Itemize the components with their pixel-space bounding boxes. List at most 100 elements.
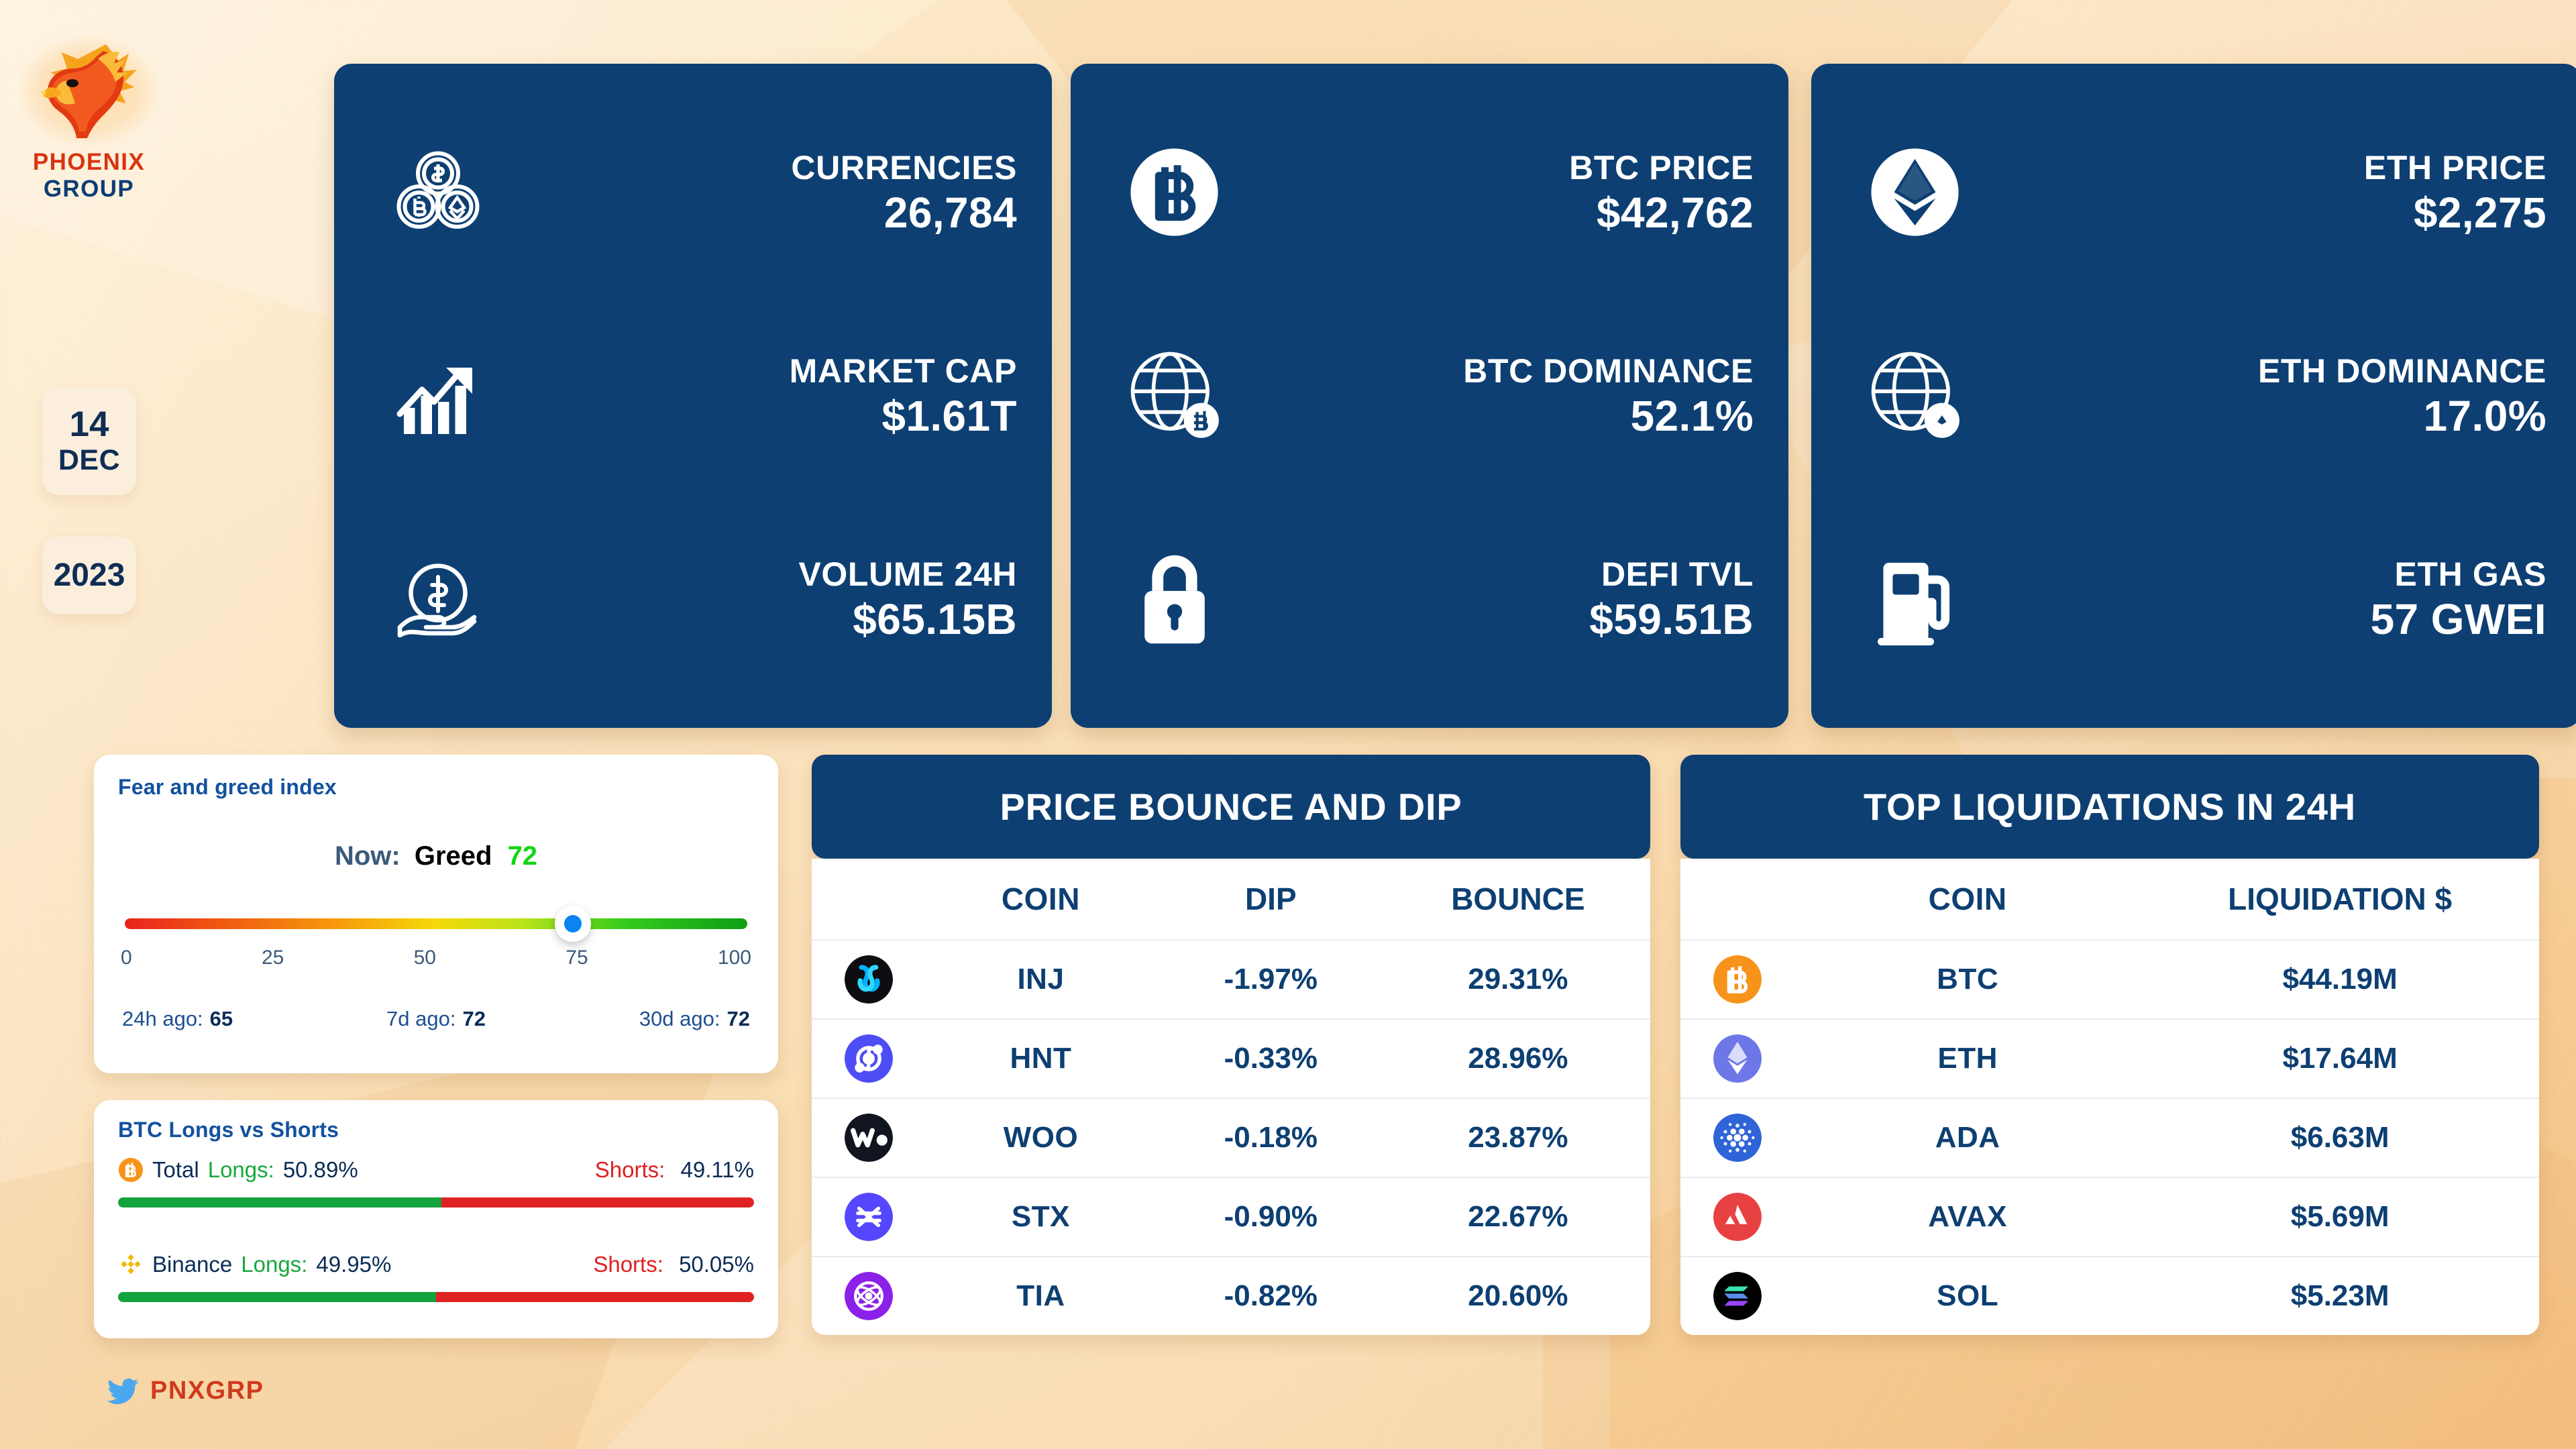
bitcoin-card: BTC PRICE $42,762 BTC DOMINANCE 52.1%	[1071, 64, 1788, 728]
table-row[interactable]: ADA $6.63M	[1680, 1097, 2539, 1177]
stat-row-eth-gas: ETH GAS 57 GWEI	[1839, 508, 2546, 690]
table-row[interactable]: ETH $17.64M	[1680, 1018, 2539, 1097]
woo-icon	[845, 1114, 893, 1162]
ethereum-icon	[1839, 140, 1990, 244]
lock-icon	[1099, 547, 1250, 651]
ethereum-coin-icon	[1713, 1034, 1762, 1083]
table-row[interactable]: HNT -0.33% 28.96%	[812, 1018, 1650, 1097]
liquidation-amount: $44.19M	[2282, 963, 2398, 996]
twitter-handle[interactable]: PNXGRP	[107, 1377, 264, 1405]
fear-greed-history: 24h ago: 65 7d ago: 72 30d ago: 72	[118, 1007, 754, 1031]
shorts-bar-segment	[441, 1197, 754, 1208]
table-title: PRICE BOUNCE AND DIP	[1000, 786, 1462, 828]
fear-greed-level: Greed	[414, 841, 492, 871]
stat-value: $59.51B	[1589, 595, 1754, 644]
fear-greed-tick: 0	[121, 947, 132, 969]
longs-shorts-bar	[118, 1292, 754, 1302]
avalanche-icon	[1713, 1193, 1762, 1241]
liquidation-amount: $17.64M	[2282, 1042, 2398, 1075]
dip-value: -0.18%	[1224, 1121, 1318, 1154]
date-day: 14	[69, 405, 109, 444]
injective-icon	[845, 955, 893, 1004]
coin-symbol: WOO	[1003, 1121, 1079, 1154]
fear-greed-now: Now: Greed 72	[118, 841, 754, 871]
globe-ethereum-icon	[1839, 343, 1990, 447]
stat-row-defi-tvl: DEFI TVL $59.51B	[1099, 508, 1754, 690]
date-badge-year: 2023	[42, 537, 136, 614]
stat-row-btc-dominance: BTC DOMINANCE 52.1%	[1099, 305, 1754, 486]
stat-row-eth-price: ETH PRICE $2,275	[1839, 102, 2546, 283]
column-header-coin: COIN	[1001, 881, 1080, 916]
table-row[interactable]: AVAX $5.69M	[1680, 1177, 2539, 1256]
global-market-card: CURRENCIES 26,784 MARKET CAP $1.61T	[334, 64, 1052, 728]
table-title-bar: PRICE BOUNCE AND DIP	[812, 755, 1650, 859]
fear-greed-tick: 50	[413, 947, 436, 969]
twitter-handle-text: PNXGRP	[150, 1377, 264, 1405]
coin-symbol: BTC	[1937, 963, 1999, 996]
longs-bar-segment	[118, 1197, 442, 1208]
fear-greed-slider-thumb[interactable]	[555, 906, 592, 942]
bounce-value: 22.67%	[1468, 1200, 1568, 1233]
stat-value: 17.0%	[2423, 391, 2546, 440]
binance-icon	[121, 1254, 141, 1275]
bounce-value: 23.87%	[1468, 1121, 1568, 1154]
stat-row-btc-price: BTC PRICE $42,762	[1099, 102, 1754, 283]
table-row[interactable]: STX -0.90% 22.67%	[812, 1177, 1650, 1256]
stat-label: ETH GAS	[2394, 555, 2546, 594]
longs-shorts-row-binance: Binance Longs: 49.95% Shorts: 50.05%	[118, 1252, 754, 1302]
column-header-dip: DIP	[1244, 881, 1297, 916]
brand-name-line2: GROUP	[43, 176, 135, 202]
table-row[interactable]: TIA -0.82% 20.60%	[812, 1256, 1650, 1335]
longs-label: Longs:	[207, 1157, 274, 1182]
stat-label: ETH DOMINANCE	[2257, 352, 2546, 390]
growth-chart-icon	[362, 345, 513, 446]
table-row[interactable]: INJ -1.97% 29.31%	[812, 939, 1650, 1018]
hand-dollar-icon	[362, 549, 513, 649]
fear-greed-slider-track[interactable]	[125, 906, 747, 942]
coins-stack-icon	[362, 142, 513, 243]
stat-value: $65.15B	[853, 595, 1017, 644]
bounce-value: 29.31%	[1468, 963, 1568, 996]
column-header-liquidation: LIQUIDATION $	[2228, 881, 2453, 916]
coin-symbol: TIA	[1016, 1279, 1065, 1312]
date-month: DEC	[58, 444, 121, 476]
column-header-bounce: BOUNCE	[1451, 881, 1585, 916]
coin-symbol: AVAX	[1928, 1200, 2007, 1233]
stat-row-currencies: CURRENCIES 26,784	[362, 102, 1017, 283]
table-row[interactable]: BTC $44.19M	[1680, 939, 2539, 1018]
table-row[interactable]: SOL $5.23M	[1680, 1256, 2539, 1335]
date-badge-day-month: 14 DEC	[42, 388, 136, 495]
bitcoin-coin-icon	[1713, 955, 1762, 1004]
stat-value: 26,784	[883, 188, 1017, 237]
fear-greed-panel: Fear and greed index Now: Greed 72 0 25 …	[94, 755, 778, 1073]
longs-value: 50.89%	[282, 1157, 358, 1182]
solana-icon	[1713, 1272, 1762, 1320]
longs-shorts-bar	[118, 1197, 754, 1208]
stat-label: BTC DOMINANCE	[1463, 352, 1754, 390]
twitter-bird-icon	[107, 1378, 138, 1404]
price-bounce-dip-table: PRICE BOUNCE AND DIP COIN DIP BOUNCE INJ…	[812, 755, 1650, 1335]
stat-row-volume: VOLUME 24H $65.15B	[362, 508, 1017, 690]
shorts-label: Shorts:	[594, 1157, 665, 1182]
bounce-value: 28.96%	[1468, 1042, 1568, 1075]
table-row[interactable]: WOO -0.18% 23.87%	[812, 1097, 1650, 1177]
dip-value: -0.82%	[1224, 1279, 1318, 1312]
ethereum-card: ETH PRICE $2,275 ETH DOMINANCE 17.0%	[1811, 64, 2576, 728]
longs-shorts-source: Total	[152, 1157, 199, 1182]
fear-greed-tick: 25	[261, 947, 284, 969]
date-year: 2023	[53, 557, 125, 593]
column-header-coin: COIN	[1928, 881, 2007, 916]
shorts-value: 50.05%	[679, 1252, 754, 1277]
dip-value: -1.97%	[1224, 963, 1318, 996]
coin-symbol: ETH	[1937, 1042, 1998, 1075]
fear-greed-now-label: Now:	[334, 841, 400, 871]
liquidation-amount: $5.23M	[2290, 1279, 2390, 1312]
stat-label: DEFI TVL	[1601, 555, 1754, 594]
longs-bar-segment	[118, 1292, 436, 1302]
shorts-bar-segment	[435, 1292, 754, 1302]
fear-greed-ticks: 0 25 50 75 100	[121, 947, 751, 969]
stat-label: VOLUME 24H	[798, 555, 1017, 594]
brand-rail: PHOENIX GROUP 14 DEC 2023	[0, 0, 178, 1449]
fear-greed-history-item: 24h ago: 65	[122, 1007, 233, 1030]
longs-value: 49.95%	[316, 1252, 392, 1277]
